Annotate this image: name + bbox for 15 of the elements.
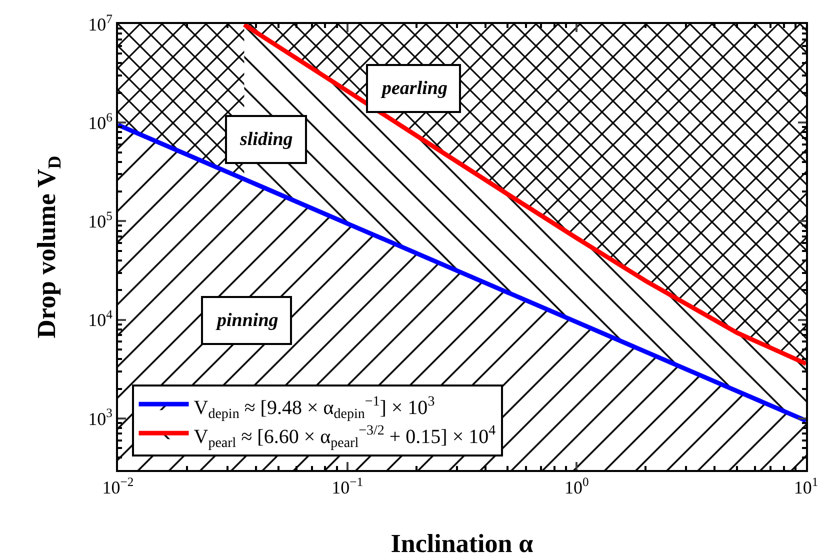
- y-tick-label: 10$^{6}$: [88, 110, 112, 133]
- y-tick-label: 10$^{5}$: [88, 208, 112, 232]
- annotation: pearling: [380, 78, 448, 99]
- x-tick-label: 10$^{−2}$: [102, 475, 134, 498]
- x-tick-label: 10$^{−1}$: [332, 475, 364, 498]
- x-axis-title: Inclination α: [390, 529, 534, 558]
- annotation: pinning: [215, 310, 278, 331]
- legend-label: V$_{depin}$ ≈ [9.48 × α$_{depin}$$^{−1}$] × 10$^{3}$: [194, 394, 435, 422]
- legend-label: V$_{pearl}$ ≈ [6.60 × α$_{pearl}$$^{−3/2}$ + 0.15] × 10$^{4}$: [194, 424, 496, 452]
- x-tick-label: 10$^{0}$: [564, 475, 589, 498]
- x-tick-label: 10$^{1}$: [794, 475, 818, 498]
- y-tick-label: 10$^{7}$: [88, 12, 112, 34]
- annotation: sliding: [239, 129, 293, 150]
- y-tick-label: 10$^{3}$: [88, 406, 112, 429]
- y-tick-label: 10$^{4}$: [88, 308, 114, 330]
